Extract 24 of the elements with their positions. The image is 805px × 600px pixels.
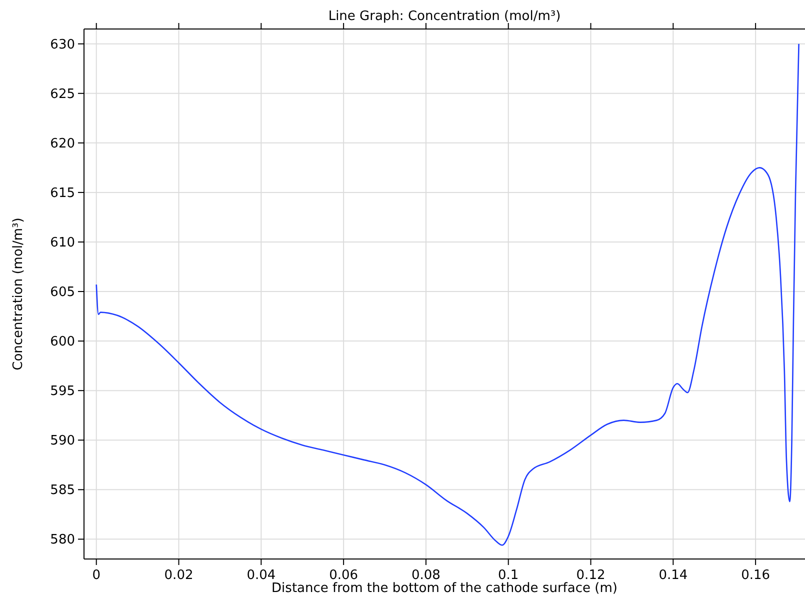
x-tick-label: 0 bbox=[92, 568, 100, 583]
x-tick-label: 0.04 bbox=[246, 568, 276, 583]
y-tick-label: 600 bbox=[50, 334, 75, 350]
y-tick-label: 595 bbox=[50, 384, 75, 400]
x-tick-label: 0.12 bbox=[576, 568, 606, 583]
x-tick-label: 0.16 bbox=[741, 568, 770, 583]
y-tick-label: 630 bbox=[50, 37, 75, 52]
x-tick-label: 0.08 bbox=[411, 568, 440, 583]
y-tick-label: 580 bbox=[50, 532, 75, 548]
y-tick-label: 585 bbox=[50, 483, 75, 498]
y-tick-label: 615 bbox=[50, 186, 75, 202]
line-series bbox=[96, 43, 800, 546]
y-tick-label: 590 bbox=[50, 434, 75, 449]
x-tick-label: 0.06 bbox=[329, 568, 358, 583]
y-tick-label: 625 bbox=[50, 86, 75, 102]
y-tick-label: 605 bbox=[50, 285, 75, 300]
chart-title: Line Graph: Concentration (mol/m³) bbox=[328, 9, 561, 24]
y-axis-title: Concentration (mol/m³) bbox=[11, 218, 26, 370]
y-tick-label: 620 bbox=[50, 136, 75, 152]
x-tick-label: 0.14 bbox=[658, 568, 688, 583]
x-axis-title: Distance from the bottom of the cathode surface (m) bbox=[272, 581, 618, 596]
x-tick-label: 0.02 bbox=[164, 568, 194, 583]
x-tick-label: 0.1 bbox=[498, 568, 519, 583]
y-tick-label: 610 bbox=[50, 236, 75, 251]
